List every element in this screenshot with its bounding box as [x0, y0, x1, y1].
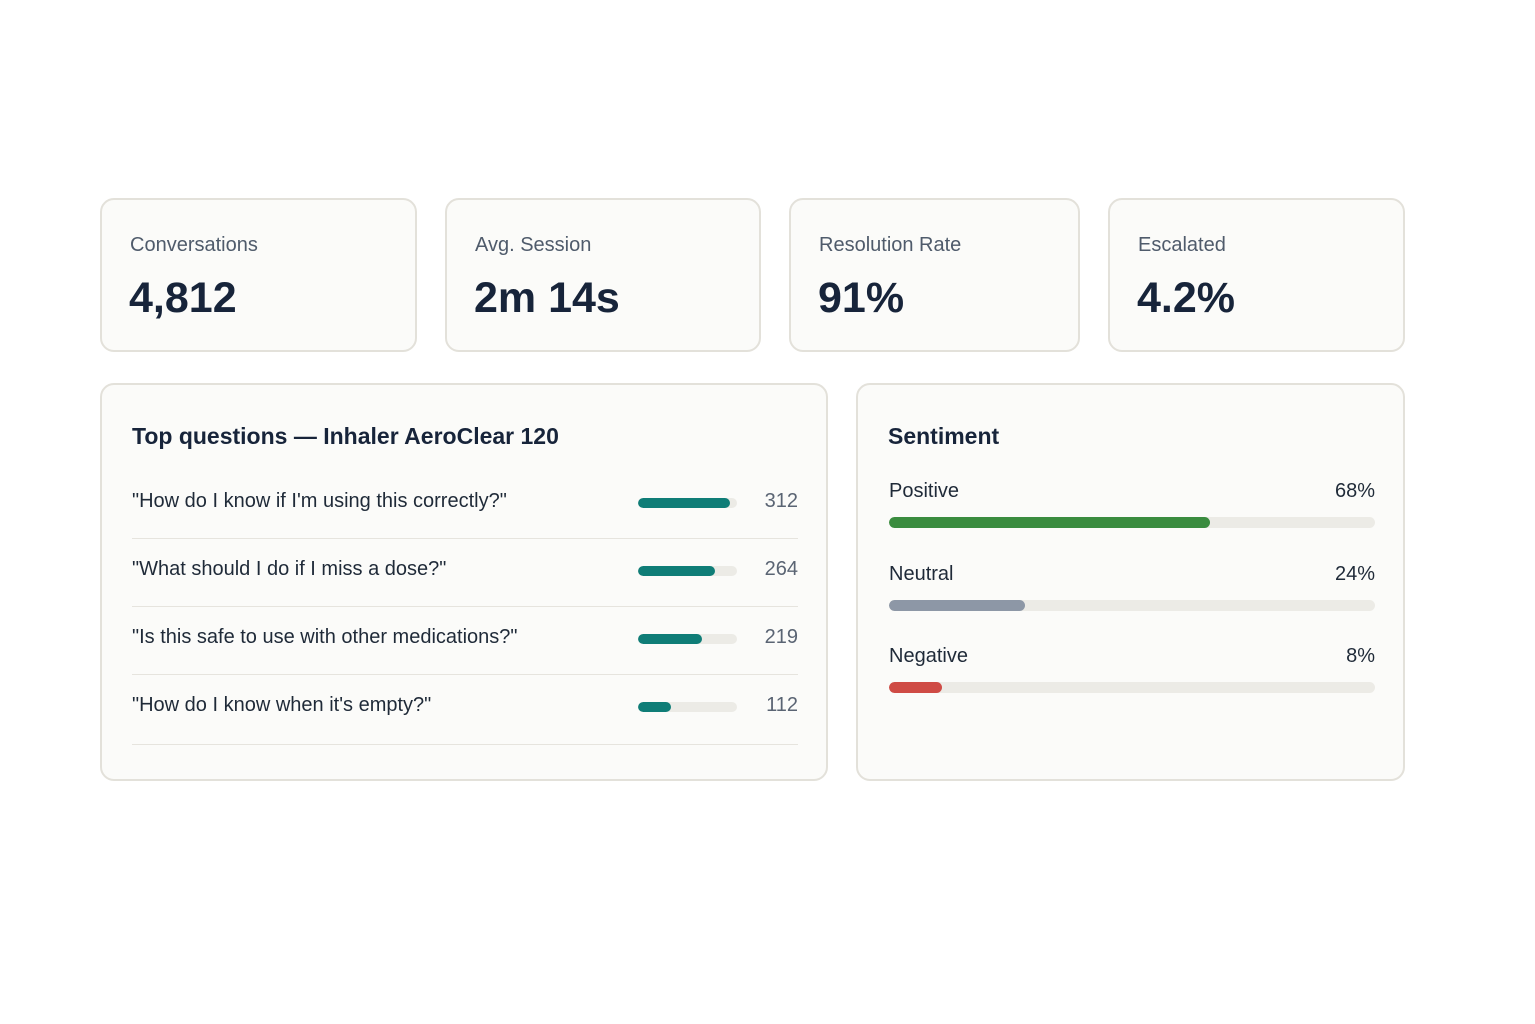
- question-count: 219: [764, 626, 798, 648]
- kpi-value: 91%: [818, 274, 905, 322]
- kpi-card-avg-session: Avg. Session 2m 14s: [445, 198, 761, 352]
- sentiment-label: Neutral: [889, 563, 954, 585]
- sentiment-row-neutral: Neutral 24%: [889, 563, 1375, 623]
- sentiment-panel: Sentiment Positive 68% Neutral 24% Negat…: [856, 383, 1405, 781]
- question-text: "Is this safe to use with other medicati…: [132, 626, 518, 648]
- question-row[interactable]: "How do I know when it's empty?" 112: [132, 674, 798, 745]
- question-bar-track: [638, 498, 737, 508]
- sentiment-percent: 68%: [1334, 480, 1375, 502]
- top-questions-title: Top questions — Inhaler AeroClear 120: [132, 423, 559, 449]
- sentiment-label: Positive: [889, 480, 960, 502]
- sentiment-percent: 8%: [1346, 645, 1375, 667]
- question-count: 112: [766, 694, 798, 716]
- kpi-label: Avg. Session: [475, 234, 592, 256]
- kpi-card-resolution-rate: Resolution Rate 91%: [789, 198, 1080, 352]
- sentiment-row-negative: Negative 8%: [889, 645, 1375, 705]
- question-bar-track: [638, 702, 737, 712]
- sentiment-row-positive: Positive 68%: [889, 480, 1375, 540]
- kpi-value: 4,812: [129, 274, 237, 322]
- sentiment-bar-track: [889, 682, 1375, 693]
- sentiment-percent: 24%: [1334, 563, 1375, 585]
- sentiment-bar-fill: [889, 682, 943, 693]
- question-row[interactable]: "How do I know if I'm using this correct…: [132, 470, 798, 539]
- question-bar-fill: [638, 702, 671, 712]
- question-row[interactable]: "What should I do if I miss a dose?" 264: [132, 538, 798, 607]
- question-bar-fill: [638, 634, 703, 644]
- top-questions-panel: Top questions — Inhaler AeroClear 120 "H…: [100, 383, 828, 781]
- sentiment-bar-fill: [889, 600, 1026, 611]
- kpi-card-escalated: Escalated 4.2%: [1108, 198, 1405, 352]
- question-text: "What should I do if I miss a dose?": [132, 558, 447, 580]
- question-text: "How do I know if I'm using this correct…: [132, 490, 507, 512]
- question-bar-track: [638, 566, 737, 576]
- sentiment-bar-track: [889, 517, 1375, 528]
- question-bar-track: [638, 634, 737, 644]
- sentiment-title: Sentiment: [888, 423, 1000, 449]
- question-row[interactable]: "Is this safe to use with other medicati…: [132, 606, 798, 675]
- kpi-value: 2m 14s: [474, 274, 620, 322]
- question-bar-fill: [638, 566, 716, 576]
- question-count: 264: [764, 558, 798, 580]
- question-text: "How do I know when it's empty?": [132, 694, 432, 716]
- kpi-label: Escalated: [1138, 234, 1226, 256]
- sentiment-bar-track: [889, 600, 1375, 611]
- kpi-label: Conversations: [130, 234, 258, 256]
- question-bar-fill: [638, 498, 731, 508]
- question-count: 312: [764, 490, 798, 512]
- kpi-label: Resolution Rate: [819, 234, 962, 256]
- kpi-value: 4.2%: [1137, 274, 1236, 322]
- sentiment-bar-fill: [889, 517, 1210, 528]
- sentiment-label: Negative: [889, 645, 968, 667]
- kpi-card-conversations: Conversations 4,812: [100, 198, 417, 352]
